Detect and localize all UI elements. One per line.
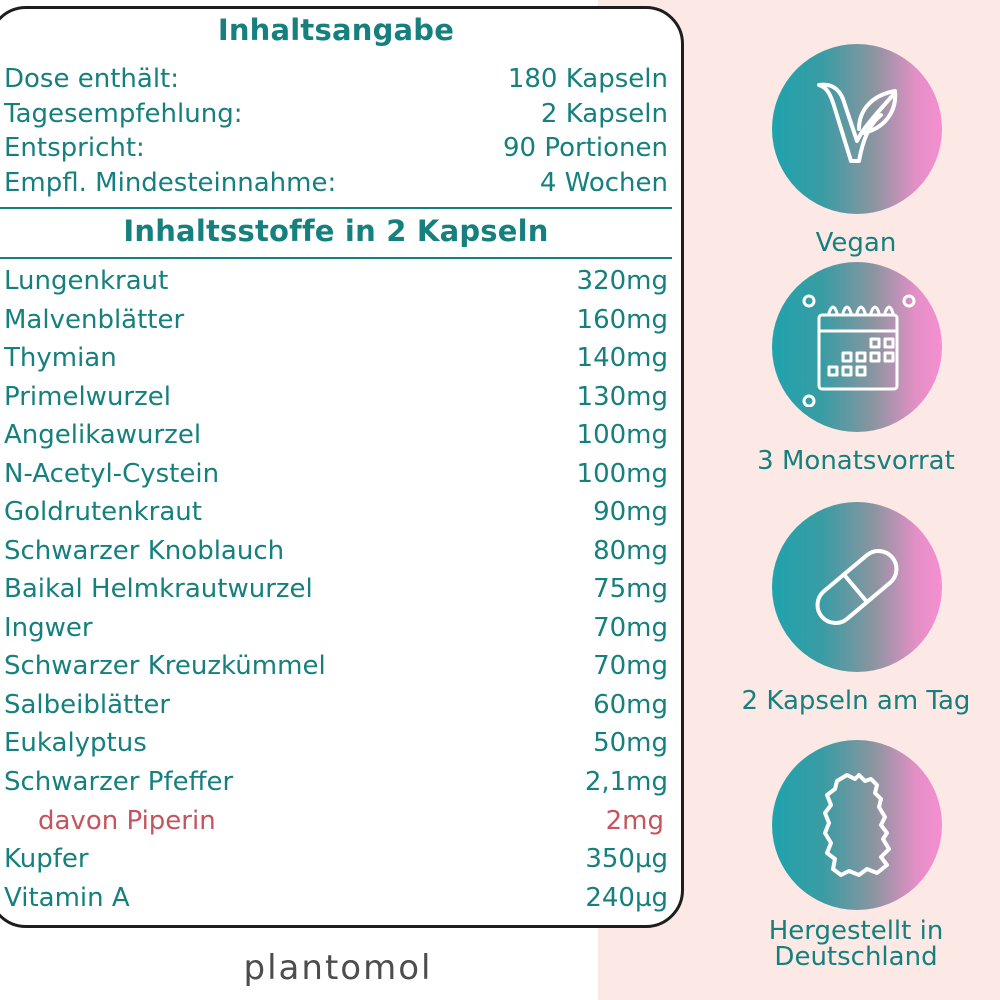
ingredient-amount: 320mg [576, 266, 668, 296]
ingredient-amount: 50mg [593, 728, 668, 758]
ingredient-amount: 60mg [593, 690, 668, 720]
ingredient-name: Thymian [4, 343, 117, 373]
feature-badge [772, 502, 942, 672]
ingredient-name: N-Acetyl-Cystein [4, 459, 220, 489]
ingredient-name: Schwarzer Kreuzkümmel [4, 651, 326, 681]
calendar-icon [802, 294, 916, 407]
vegan-leaf-icon [817, 82, 898, 163]
ingredient-name: Kupfer [4, 844, 89, 874]
ingredient-row: Angelikawurzel 100mg [4, 417, 668, 453]
ingredient-name: Baikal Helmkrautwurzel [4, 574, 313, 604]
ingredient-amount: 140mg [576, 343, 668, 373]
summary-value: 180 Kapseln [507, 64, 668, 94]
summary-label: Entspricht: [4, 133, 145, 163]
feature-label: 2 Kapseln am Tag [741, 686, 971, 716]
divider [0, 207, 672, 209]
ingredient-name: Schwarzer Knoblauch [4, 536, 285, 566]
ingredient-amount: 130mg [576, 382, 668, 412]
ingredient-row: Goldrutenkraut 90mg [4, 494, 668, 530]
ingredient-name: Goldrutenkraut [4, 497, 202, 527]
ingredient-amount: 70mg [593, 651, 668, 681]
ingredient-amount: 350µg [585, 844, 668, 874]
ingredient-amount: 2mg [605, 806, 664, 836]
ingredient-name: Angelikawurzel [4, 420, 202, 450]
ingredient-row: Schwarzer Knoblauch 80mg [4, 533, 668, 569]
ingredient-amount: 2,1mg [584, 767, 668, 797]
ingredient-name: Lungenkraut [4, 266, 169, 296]
feature-badge [772, 44, 942, 214]
feature-label-line: Hergestellt in [768, 916, 944, 946]
feature-label: Hergestellt in Deutschland [694, 918, 1000, 970]
ingredient-amount: 240µg [585, 883, 668, 913]
feature-badge [772, 262, 942, 432]
ingredient-name: Vitamin A [4, 883, 130, 913]
ingredient-amount: 80mg [593, 536, 668, 566]
ingredient-name: Ingwer [4, 613, 93, 643]
ingredients-card [0, 6, 684, 928]
summary-label: Tagesempfehlung: [4, 99, 243, 129]
ingredient-name: Eukalyptus [4, 728, 147, 758]
ingredient-amount: 160mg [576, 305, 668, 335]
ingredient-amount: 75mg [593, 574, 668, 604]
ingredient-row: Vitamin A 240µg [4, 880, 668, 916]
summary-row: Empfl. Mindesteinnahme: 4 Wochen [4, 165, 668, 201]
ingredient-amount: 90mg [593, 497, 668, 527]
feature-badge [772, 740, 942, 910]
summary-value: 4 Wochen [539, 168, 668, 198]
summary-label: Dose enthält: [4, 64, 179, 94]
summary-title: Inhaltsangabe [217, 13, 455, 47]
brand-logo: plantomol [243, 948, 433, 988]
ingredient-row: N-Acetyl-Cystein 100mg [4, 456, 668, 492]
summary-label: Empfl. Mindesteinnahme: [4, 168, 337, 198]
summary-row: Tagesempfehlung: 2 Kapseln [4, 96, 668, 132]
ingredient-amount: 70mg [593, 613, 668, 643]
ingredient-row: Malvenblätter 160mg [4, 302, 668, 338]
summary-row: Dose enthält: 180 Kapseln [4, 61, 668, 97]
ingredient-name: Malvenblätter [4, 305, 185, 335]
germany-map-icon [823, 773, 891, 877]
ingredient-row: Salbeiblätter 60mg [4, 687, 668, 723]
ingredient-row: Lungenkraut 320mg [4, 263, 668, 299]
summary-row: Entspricht: 90 Portionen [4, 130, 668, 166]
ingredient-row: Eukalyptus 50mg [4, 725, 668, 761]
ingredient-row: Schwarzer Kreuzkümmel 70mg [4, 648, 668, 684]
ingredient-name: Salbeiblätter [4, 690, 171, 720]
ingredient-name: davon Piperin [38, 806, 216, 836]
summary-value: 90 Portionen [503, 133, 668, 163]
capsule-icon [815, 549, 899, 625]
summary-value: 2 Kapseln [540, 99, 668, 129]
ingredient-amount: 100mg [576, 420, 668, 450]
ingredient-row: Thymian 140mg [4, 340, 668, 376]
ingredient-amount: 100mg [576, 459, 668, 489]
ingredient-row: Kupfer 350µg [4, 841, 668, 877]
ingredient-row: Baikal Helmkrautwurzel 75mg [4, 571, 668, 607]
ingredient-name: Primelwurzel [4, 382, 171, 412]
feature-label: 3 Monatsvorrat [757, 446, 955, 476]
divider [0, 257, 672, 259]
ingredients-title: Inhaltsstoffe in 2 Kapseln [123, 214, 549, 248]
ingredient-name: Schwarzer Pfeffer [4, 767, 234, 797]
feature-label-line: Deutschland [774, 942, 938, 972]
ingredient-subrow: davon Piperin 2mg [38, 803, 664, 839]
ingredient-row: Ingwer 70mg [4, 610, 668, 646]
feature-label: Vegan [815, 228, 897, 258]
ingredient-row: Schwarzer Pfeffer 2,1mg [4, 764, 668, 800]
ingredient-row: Primelwurzel 130mg [4, 379, 668, 415]
